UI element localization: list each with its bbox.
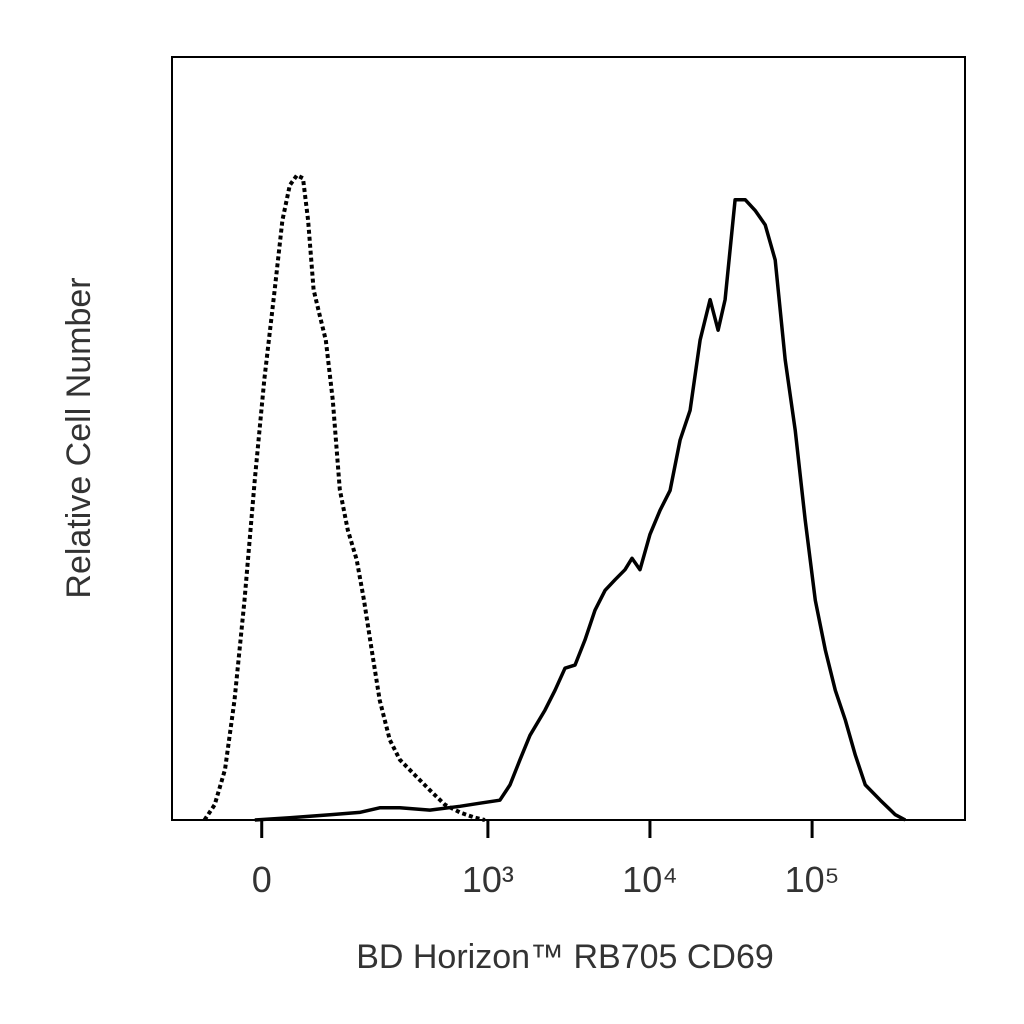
plot-frame [171,56,966,821]
histogram-line [202,173,486,822]
x-tick-label: 10³ [462,859,514,900]
histogram-line [254,197,907,822]
x-tick-label: 10⁵ [785,859,840,900]
x-axis-label: BD Horizon™ RB705 CD69 [356,938,774,976]
x-tick-label: 10⁴ [622,859,678,900]
y-axis-label: Relative Cell Number [60,277,98,598]
x-tick-label: 0 [252,859,272,900]
